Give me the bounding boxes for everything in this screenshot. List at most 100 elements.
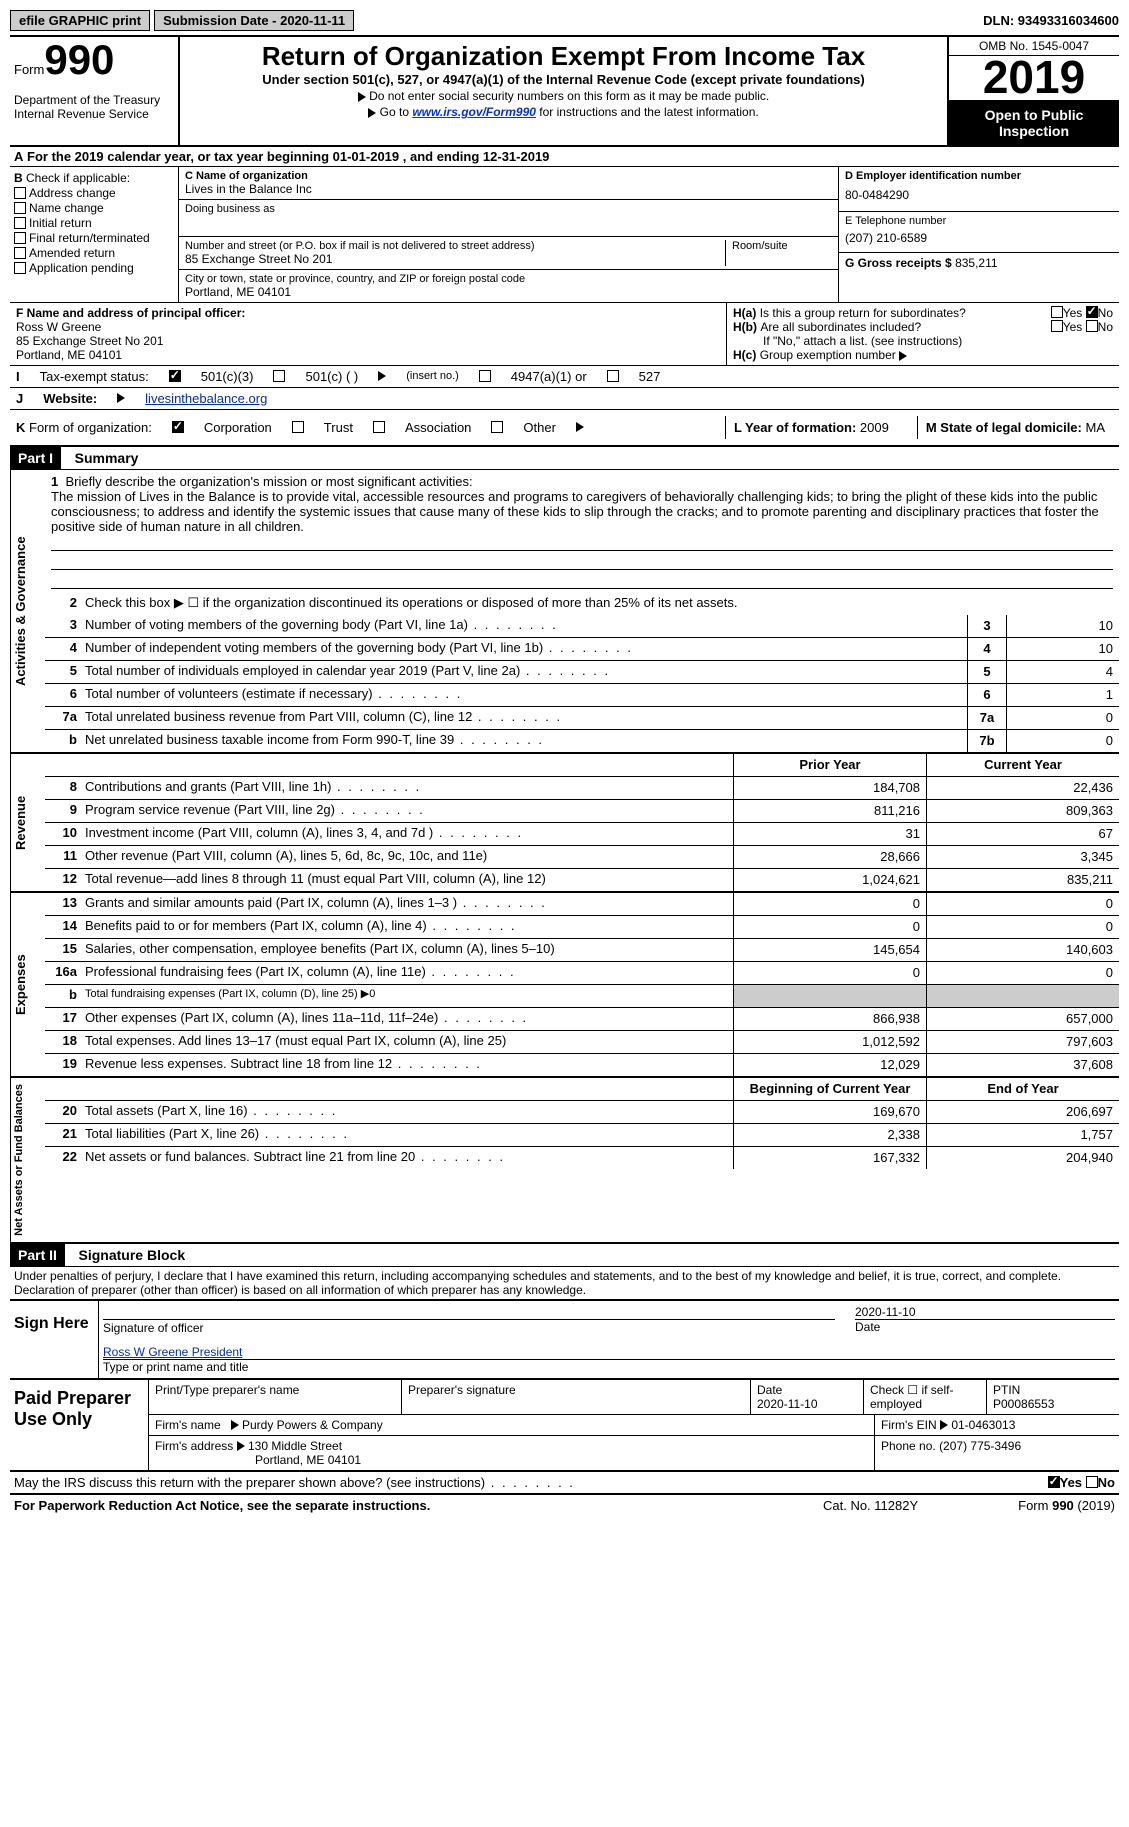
section-m: M State of legal domicile: MA	[917, 416, 1113, 439]
l11-prior: 28,666	[733, 846, 926, 868]
l14-curr: 0	[926, 916, 1119, 938]
l6-val: 1	[1006, 684, 1119, 706]
gross-receipts: 835,211	[955, 256, 998, 270]
chk-501c[interactable]	[273, 370, 285, 382]
form-number: 990	[44, 36, 114, 83]
prior-year-header: Prior Year	[733, 754, 926, 776]
room-label: Room/suite	[732, 240, 832, 252]
l7a-val: 0	[1006, 707, 1119, 729]
officer-name-title[interactable]: Ross W Greene President	[103, 1345, 1115, 1359]
form-footer: Form 990 (2019)	[1018, 1498, 1115, 1513]
l18-curr: 797,603	[926, 1031, 1119, 1053]
section-h: H(a) Is this a group return for subordin…	[727, 303, 1119, 365]
l17-prior: 866,938	[733, 1008, 926, 1030]
end-year-header: End of Year	[926, 1078, 1119, 1100]
l16b-prior-gray	[733, 985, 926, 1007]
org-address: 85 Exchange Street No 201	[185, 252, 725, 266]
hb-yes[interactable]	[1051, 320, 1063, 332]
l22-beg: 167,332	[733, 1147, 926, 1169]
discuss-no[interactable]	[1086, 1476, 1098, 1488]
section-b: B Check if applicable: Address change Na…	[10, 167, 179, 302]
note-ssn: Do not enter social security numbers on …	[369, 89, 769, 103]
irs-link[interactable]: www.irs.gov/Form990	[412, 105, 536, 119]
prep-sig-label: Preparer's signature	[402, 1380, 751, 1414]
tax-year: 2019	[949, 56, 1119, 101]
website-link[interactable]: livesinthebalance.org	[145, 391, 267, 406]
part-ii-header: Part II	[10, 1244, 65, 1266]
l9-curr: 809,363	[926, 800, 1119, 822]
chk-501c3[interactable]	[169, 370, 181, 382]
discuss-yes[interactable]	[1048, 1476, 1060, 1488]
chk-final-return[interactable]: Final return/terminated	[14, 231, 174, 245]
firm-addr: 130 Middle Street	[248, 1439, 342, 1453]
section-l: L Year of formation: 2009	[725, 416, 897, 439]
c-label: C Name of organization	[185, 170, 832, 182]
l21-end: 1,757	[926, 1124, 1119, 1146]
g-label: G Gross receipts $	[845, 256, 952, 270]
l19-prior: 12,029	[733, 1054, 926, 1076]
chk-4947[interactable]	[479, 370, 491, 382]
return-subtitle: Under section 501(c), 527, or 4947(a)(1)…	[190, 72, 937, 87]
vert-activities: Activities & Governance	[10, 470, 45, 752]
l8-prior: 184,708	[733, 777, 926, 799]
org-city: Portland, ME 04101	[185, 285, 832, 299]
section-k: K Form of organization:	[16, 420, 152, 435]
chk-trust[interactable]	[292, 421, 304, 433]
return-title: Return of Organization Exempt From Incom…	[190, 41, 937, 72]
name-title-label: Type or print name and title	[103, 1359, 1115, 1374]
prep-date: 2020-11-10	[757, 1397, 818, 1411]
section-f: F Name and address of principal officer:…	[10, 303, 727, 365]
open-public-label: Open to Public Inspection	[949, 101, 1119, 145]
submission-date-button[interactable]: Submission Date - 2020-11-11	[154, 10, 354, 31]
ein-value: 80-0484290	[845, 182, 1113, 208]
chk-pending[interactable]: Application pending	[14, 261, 174, 275]
efile-button[interactable]: efile GRAPHIC print	[10, 10, 150, 31]
dba-label: Doing business as	[185, 203, 832, 215]
l16a-prior: 0	[733, 962, 926, 984]
section-a: A For the 2019 calendar year, or tax yea…	[10, 147, 1119, 167]
section-i: I Tax-exempt status: 501(c)(3) 501(c) ( …	[10, 366, 1119, 388]
chk-assoc[interactable]	[373, 421, 385, 433]
l15-prior: 145,654	[733, 939, 926, 961]
vert-expenses: Expenses	[10, 893, 45, 1076]
chk-527[interactable]	[607, 370, 619, 382]
sig-officer-label: Signature of officer	[103, 1320, 835, 1335]
l17-curr: 657,000	[926, 1008, 1119, 1030]
phone-value: (207) 210-6589	[845, 227, 1113, 249]
l10-curr: 67	[926, 823, 1119, 845]
ha-no[interactable]	[1086, 306, 1098, 318]
l20-end: 206,697	[926, 1101, 1119, 1123]
l4-val: 10	[1006, 638, 1119, 660]
city-label: City or town, state or province, country…	[185, 273, 832, 285]
pra-notice: For Paperwork Reduction Act Notice, see …	[14, 1498, 430, 1513]
l7b-val: 0	[1006, 730, 1119, 752]
l11-curr: 3,345	[926, 846, 1119, 868]
l21-beg: 2,338	[733, 1124, 926, 1146]
l3-val: 10	[1006, 615, 1119, 637]
paid-preparer-label: Paid Preparer Use Only	[10, 1380, 149, 1470]
org-name: Lives in the Balance Inc	[185, 182, 832, 196]
chk-amended[interactable]: Amended return	[14, 246, 174, 260]
note-goto-prefix: Go to	[380, 105, 413, 119]
firm-ein: 01-0463013	[951, 1418, 1015, 1432]
ptin-value: P00086553	[993, 1397, 1054, 1411]
chk-initial-return[interactable]: Initial return	[14, 216, 174, 230]
l19-curr: 37,608	[926, 1054, 1119, 1076]
vert-revenue: Revenue	[10, 754, 45, 891]
hb-no[interactable]	[1086, 320, 1098, 332]
l16a-curr: 0	[926, 962, 1119, 984]
part-i-header: Part I	[10, 447, 61, 469]
chk-address-change[interactable]: Address change	[14, 186, 174, 200]
chk-other[interactable]	[491, 421, 503, 433]
l5-text: Total number of individuals employed in …	[81, 661, 967, 683]
dln-label: DLN: 93493316034600	[983, 13, 1119, 28]
chk-corp[interactable]	[172, 421, 184, 433]
l8-curr: 22,436	[926, 777, 1119, 799]
l2-text: Check this box ▶ ☐ if the organization d…	[81, 593, 1119, 615]
ha-yes[interactable]	[1051, 306, 1063, 318]
chk-name-change[interactable]: Name change	[14, 201, 174, 215]
l12-curr: 835,211	[926, 869, 1119, 891]
l15-curr: 140,603	[926, 939, 1119, 961]
l9-prior: 811,216	[733, 800, 926, 822]
prep-selfemp[interactable]: Check ☐ if self-employed	[864, 1380, 987, 1414]
